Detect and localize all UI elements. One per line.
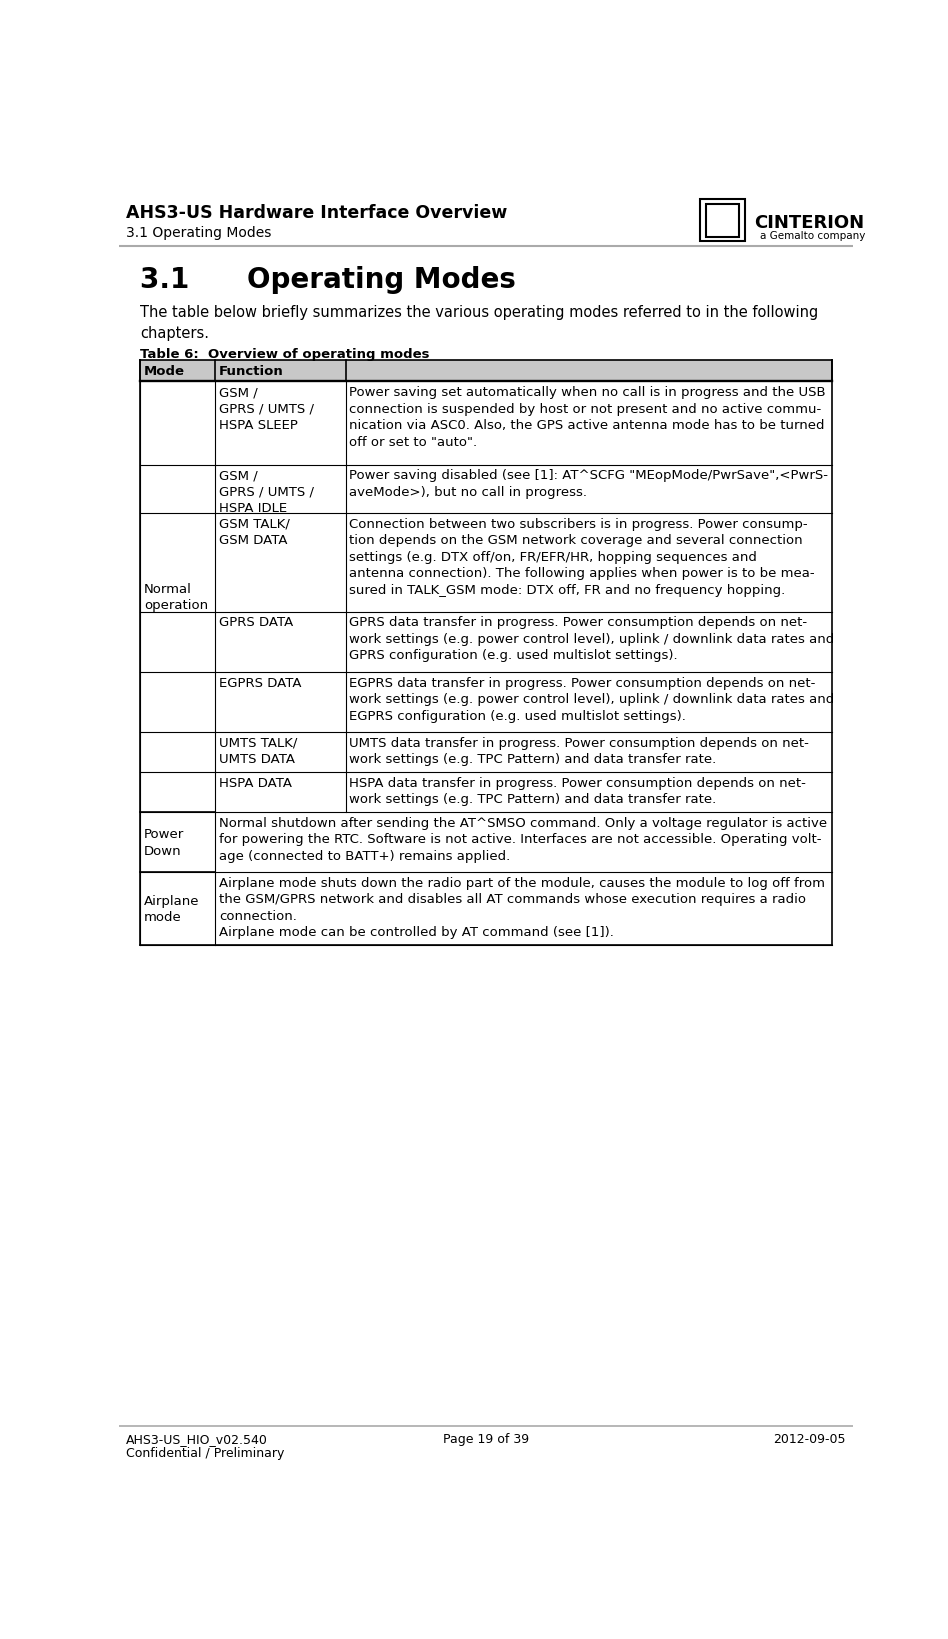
Text: GSM TALK/
GSM DATA: GSM TALK/ GSM DATA (219, 518, 290, 547)
Bar (700, 200, 745, 243)
Text: HSPA DATA: HSPA DATA (219, 777, 292, 788)
Text: UMTS data transfer in progress. Power consumption depends on net-
work settings : UMTS data transfer in progress. Power co… (350, 736, 810, 765)
Text: The table below briefly summarizes the various operating modes referred to in th: The table below briefly summarizes the v… (140, 305, 818, 341)
Bar (118, 197, 853, 247)
Text: UMTS TALK/
UMTS DATA: UMTS TALK/ UMTS DATA (219, 736, 298, 765)
Text: GSM /
GPRS / UMTS /
HSPA IDLE: GSM / GPRS / UMTS / HSPA IDLE (219, 469, 314, 515)
Text: Function: Function (219, 364, 284, 377)
Text: 3.1      Operating Modes: 3.1 Operating Modes (140, 266, 516, 293)
Text: HSPA data transfer in progress. Power consumption depends on net-
work settings : HSPA data transfer in progress. Power co… (350, 777, 807, 806)
Text: Normal
operation: Normal operation (144, 582, 209, 611)
Bar (706, 205, 738, 238)
Text: GSM /
GPRS / UMTS /
HSPA SLEEP: GSM / GPRS / UMTS / HSPA SLEEP (219, 385, 314, 433)
Text: Connection between two subscribers is in progress. Power consump-
tion depends o: Connection between two subscribers is in… (350, 518, 815, 597)
Text: CINTERION: CINTERION (754, 213, 865, 231)
Text: EGPRS DATA: EGPRS DATA (219, 677, 301, 688)
Text: a Gemalto company: a Gemalto company (760, 231, 866, 241)
Text: AHS3-US Hardware Interface Overview: AHS3-US Hardware Interface Overview (126, 205, 507, 223)
Text: 2012-09-05: 2012-09-05 (773, 1432, 846, 1446)
Text: Power saving disabled (see [1]: AT^SCFG "MEopMode/PwrSave",<PwrS-
aveMode>), but: Power saving disabled (see [1]: AT^SCFG … (350, 469, 829, 498)
Text: 3.1 Operating Modes: 3.1 Operating Modes (126, 226, 272, 239)
Text: Table 6:  Overview of operating modes: Table 6: Overview of operating modes (140, 347, 429, 361)
Text: Power saving set automatically when no call is in progress and the USB
connectio: Power saving set automatically when no c… (350, 385, 826, 449)
Text: Normal shutdown after sending the AT^SMSO command. Only a voltage regulator is a: Normal shutdown after sending the AT^SMS… (219, 816, 828, 862)
Text: Confidential / Preliminary: Confidential / Preliminary (126, 1446, 284, 1459)
Text: GPRS DATA: GPRS DATA (219, 616, 294, 629)
Text: AHS3-US_HIO_v02.540: AHS3-US_HIO_v02.540 (126, 1432, 268, 1446)
Text: Mode: Mode (144, 364, 185, 377)
Text: Airplane mode shuts down the radio part of the module, causes the module to log : Airplane mode shuts down the radio part … (219, 877, 826, 939)
Text: Power
Down: Power Down (144, 828, 184, 857)
Bar (140, 361, 831, 382)
Text: GPRS data transfer in progress. Power consumption depends on net-
work settings : GPRS data transfer in progress. Power co… (350, 616, 834, 662)
Text: EGPRS data transfer in progress. Power consumption depends on net-
work settings: EGPRS data transfer in progress. Power c… (350, 677, 834, 723)
Text: Page 19 of 39: Page 19 of 39 (443, 1432, 529, 1446)
Text: Airplane
mode: Airplane mode (144, 895, 200, 924)
